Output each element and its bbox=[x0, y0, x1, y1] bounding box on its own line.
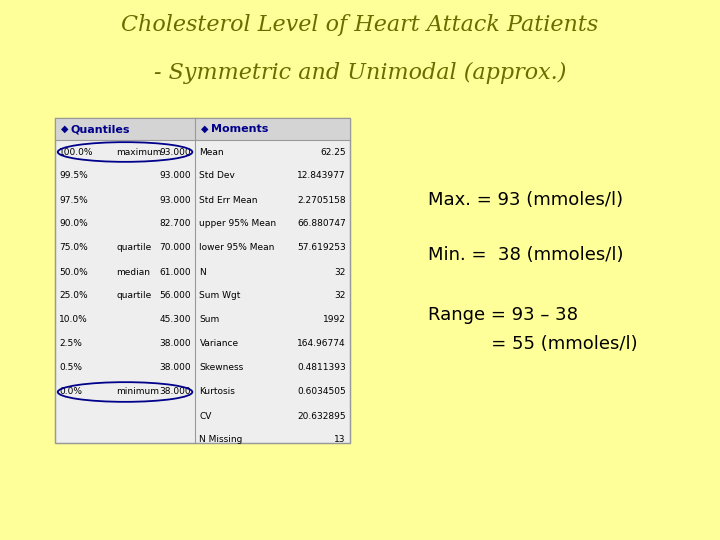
Text: 97.5%: 97.5% bbox=[59, 195, 88, 205]
Text: Std Err Mean: Std Err Mean bbox=[199, 195, 258, 205]
Text: minimum: minimum bbox=[116, 388, 159, 396]
Text: 61.000: 61.000 bbox=[159, 267, 191, 276]
Bar bbox=[55, 118, 195, 140]
Text: quartile: quartile bbox=[116, 244, 151, 253]
Text: 32: 32 bbox=[334, 267, 346, 276]
Text: Range = 93 – 38: Range = 93 – 38 bbox=[428, 306, 578, 324]
Text: 32: 32 bbox=[334, 292, 346, 300]
Text: ◆: ◆ bbox=[201, 124, 208, 134]
Text: 57.619253: 57.619253 bbox=[297, 244, 346, 253]
Text: 45.300: 45.300 bbox=[159, 315, 191, 325]
Text: quartile: quartile bbox=[116, 292, 151, 300]
Text: 93.000: 93.000 bbox=[159, 195, 191, 205]
Bar bbox=[195, 118, 350, 140]
Text: = 55 (mmoles/l): = 55 (mmoles/l) bbox=[428, 335, 638, 353]
Text: Min. =  38 (mmoles/l): Min. = 38 (mmoles/l) bbox=[428, 246, 624, 264]
Text: 50.0%: 50.0% bbox=[59, 267, 88, 276]
Text: 0.5%: 0.5% bbox=[59, 363, 82, 373]
Text: 100.0%: 100.0% bbox=[59, 147, 94, 157]
Text: 75.0%: 75.0% bbox=[59, 244, 88, 253]
Text: maximum: maximum bbox=[116, 147, 162, 157]
Text: Moments: Moments bbox=[211, 124, 269, 134]
Text: 62.25: 62.25 bbox=[320, 147, 346, 157]
Text: Quantiles: Quantiles bbox=[71, 124, 130, 134]
Text: 13: 13 bbox=[334, 435, 346, 444]
Text: median: median bbox=[116, 267, 150, 276]
Text: Std Dev: Std Dev bbox=[199, 172, 235, 180]
Text: 20.632895: 20.632895 bbox=[297, 411, 346, 421]
Text: 93.000: 93.000 bbox=[159, 147, 191, 157]
Text: Kurtosis: Kurtosis bbox=[199, 388, 235, 396]
Text: 2.2705158: 2.2705158 bbox=[297, 195, 346, 205]
Text: Max. = 93 (mmoles/l): Max. = 93 (mmoles/l) bbox=[428, 191, 624, 209]
Text: - Symmetric and Unimodal (approx.): - Symmetric and Unimodal (approx.) bbox=[154, 62, 566, 84]
Text: N: N bbox=[199, 267, 206, 276]
Text: 38.000: 38.000 bbox=[159, 363, 191, 373]
Text: 0.6034505: 0.6034505 bbox=[297, 388, 346, 396]
Text: N Missing: N Missing bbox=[199, 435, 243, 444]
Text: Cholesterol Level of Heart Attack Patients: Cholesterol Level of Heart Attack Patien… bbox=[122, 14, 598, 36]
Text: upper 95% Mean: upper 95% Mean bbox=[199, 219, 276, 228]
Text: 2.5%: 2.5% bbox=[59, 340, 82, 348]
Text: Mean: Mean bbox=[199, 147, 224, 157]
Text: 56.000: 56.000 bbox=[159, 292, 191, 300]
Text: CV: CV bbox=[199, 411, 212, 421]
Text: Sum: Sum bbox=[199, 315, 220, 325]
Text: lower 95% Mean: lower 95% Mean bbox=[199, 244, 275, 253]
Text: 12.843977: 12.843977 bbox=[297, 172, 346, 180]
Text: 38.000: 38.000 bbox=[159, 340, 191, 348]
Text: 90.0%: 90.0% bbox=[59, 219, 88, 228]
Text: Sum Wgt: Sum Wgt bbox=[199, 292, 240, 300]
Text: 25.0%: 25.0% bbox=[59, 292, 88, 300]
Text: Variance: Variance bbox=[199, 340, 238, 348]
Text: 82.700: 82.700 bbox=[159, 219, 191, 228]
Text: 0.4811393: 0.4811393 bbox=[297, 363, 346, 373]
Text: 0.0%: 0.0% bbox=[59, 388, 82, 396]
Text: ◆: ◆ bbox=[60, 124, 68, 134]
Text: 38.000: 38.000 bbox=[159, 388, 191, 396]
Text: 66.880747: 66.880747 bbox=[297, 219, 346, 228]
Text: 1992: 1992 bbox=[323, 315, 346, 325]
Text: 70.000: 70.000 bbox=[159, 244, 191, 253]
Text: 10.0%: 10.0% bbox=[59, 315, 88, 325]
Text: 93.000: 93.000 bbox=[159, 172, 191, 180]
Text: 164.96774: 164.96774 bbox=[297, 340, 346, 348]
Text: 99.5%: 99.5% bbox=[59, 172, 88, 180]
Text: Skewness: Skewness bbox=[199, 363, 243, 373]
